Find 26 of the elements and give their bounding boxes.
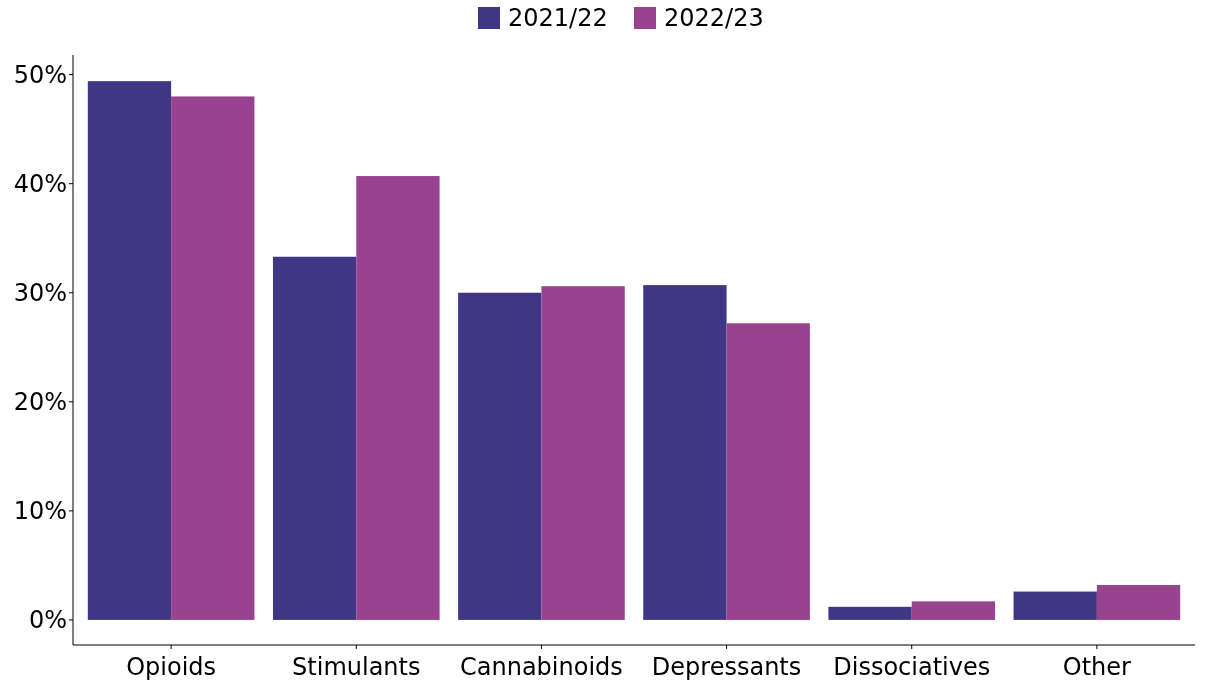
bar bbox=[87, 81, 172, 620]
bar bbox=[171, 96, 255, 620]
x-tick-label: Opioids bbox=[126, 653, 217, 681]
bar bbox=[458, 292, 542, 620]
y-tick-label: 40% bbox=[13, 169, 67, 198]
x-tick-label: Stimulants bbox=[292, 653, 421, 681]
y-tick-label: 50% bbox=[13, 60, 67, 89]
bar bbox=[828, 606, 912, 620]
bar bbox=[911, 601, 996, 620]
y-tick-label: 10% bbox=[13, 496, 67, 525]
bar bbox=[1096, 585, 1181, 620]
bar bbox=[541, 286, 625, 620]
bar bbox=[726, 323, 810, 620]
legend-label: 2022/23 bbox=[664, 4, 764, 32]
bar bbox=[1013, 591, 1097, 620]
x-tick-label: Depressants bbox=[651, 653, 802, 681]
y-tick-label: 30% bbox=[13, 278, 67, 307]
bar bbox=[643, 285, 727, 620]
bar bbox=[272, 256, 357, 620]
x-tick-label: Cannabinoids bbox=[460, 653, 623, 681]
x-tick-label: Dissociatives bbox=[833, 653, 991, 681]
y-tick-label: 0% bbox=[28, 605, 67, 634]
legend-label: 2021/22 bbox=[508, 4, 608, 32]
x-tick-label: Other bbox=[1062, 653, 1132, 681]
bar bbox=[356, 176, 440, 620]
y-tick-label: 20% bbox=[13, 387, 67, 416]
